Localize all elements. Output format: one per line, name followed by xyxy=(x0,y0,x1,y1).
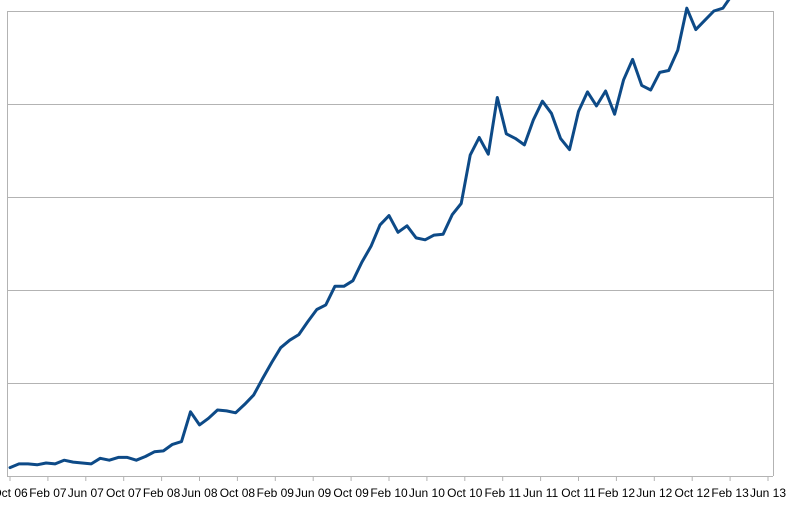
x-tick-label: Oct 12 xyxy=(675,486,711,500)
x-tick-label: Feb 12 xyxy=(598,486,636,500)
x-tick-label: Jun 11 xyxy=(523,486,558,500)
x-tick-label: Oct 11 xyxy=(561,486,596,500)
x-tick-label: Jun 07 xyxy=(68,486,104,500)
x-tick-label: Oct 07 xyxy=(106,486,142,500)
x-tick-label: Feb 11 xyxy=(484,486,521,500)
x-tick-label: Feb 07 xyxy=(29,486,67,500)
x-tick-label: Feb 10 xyxy=(370,486,408,500)
x-tick-label: Feb 09 xyxy=(257,486,295,500)
x-tick-label: Jun 08 xyxy=(181,486,217,500)
x-tick-label: Feb 08 xyxy=(143,486,181,500)
x-tick-label: Jun 13 xyxy=(750,486,786,500)
series-line xyxy=(8,0,731,470)
x-tick-label: Jun 10 xyxy=(409,486,445,500)
x-tick-label: Oct 10 xyxy=(447,486,483,500)
x-tick-label: Jun 12 xyxy=(636,486,672,500)
grid-lines xyxy=(7,11,774,477)
x-axis xyxy=(9,476,769,481)
x-tick-label: Oct 09 xyxy=(333,486,369,500)
x-tick-label: Feb 13 xyxy=(711,486,749,500)
x-tick-label: Oct 06 xyxy=(0,486,28,500)
x-tick-label: Jun 09 xyxy=(295,486,331,500)
x-tick-label: Oct 08 xyxy=(220,486,256,500)
